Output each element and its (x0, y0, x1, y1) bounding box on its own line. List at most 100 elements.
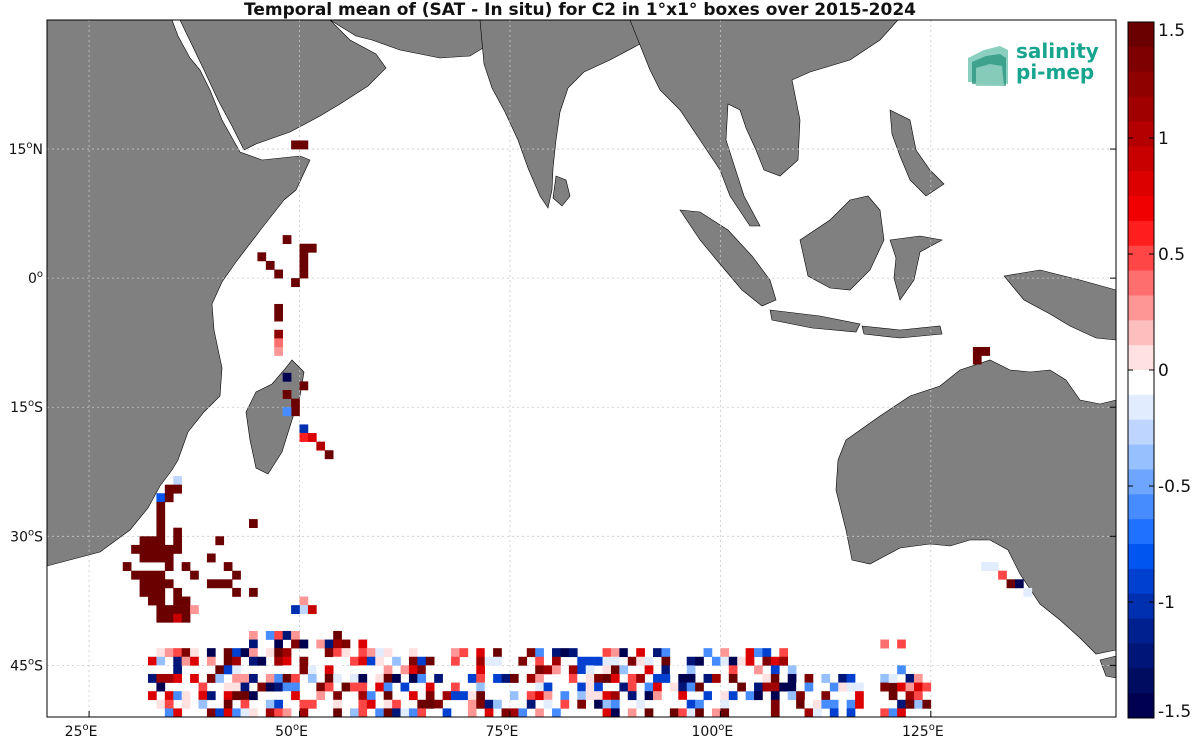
data-cell (198, 691, 208, 701)
new-guinea-land (1003, 269, 1116, 341)
data-cell (265, 699, 275, 709)
data-cell (173, 536, 182, 546)
data-cell (568, 665, 578, 675)
data-cell (299, 140, 309, 150)
data-cell (846, 708, 856, 717)
data-cell (274, 312, 283, 322)
data-cell (139, 544, 149, 554)
data-cell (173, 648, 182, 658)
data-cell (737, 682, 746, 692)
data-cell (720, 656, 730, 666)
data-cell (291, 407, 300, 417)
data-cell (493, 673, 502, 683)
data-cell (307, 605, 317, 615)
data-cell (535, 648, 544, 658)
data-cell (905, 699, 915, 709)
data-cell (585, 665, 595, 675)
data-cell (476, 699, 486, 709)
data-cell (291, 639, 300, 649)
data-cell (164, 691, 174, 701)
data-cell (324, 639, 334, 649)
data-cell (223, 682, 233, 692)
colorbar-swatch (1128, 693, 1154, 719)
colorbar-swatch (1128, 419, 1154, 446)
data-cell (905, 682, 915, 692)
data-cell (796, 699, 805, 709)
data-cell (1006, 579, 1016, 589)
data-cell (156, 579, 166, 589)
data-cell (291, 630, 300, 640)
data-cell (594, 682, 603, 692)
data-cell (156, 510, 166, 520)
data-cell (383, 708, 393, 717)
data-cell (173, 691, 182, 701)
data-cell (762, 656, 772, 666)
data-cell (232, 648, 241, 658)
data-cell (299, 252, 309, 262)
data-cell (779, 682, 789, 692)
data-cell (324, 450, 334, 460)
data-cell (400, 708, 410, 717)
data-cell (249, 691, 258, 701)
data-cell (779, 673, 789, 683)
data-cell (425, 682, 435, 692)
data-cell (215, 708, 225, 717)
data-cell (223, 665, 233, 675)
data-cell (307, 665, 317, 675)
data-cell (484, 648, 494, 658)
data-cell (577, 673, 587, 683)
colorbar-swatch (1128, 345, 1154, 371)
lat-tick-label: 30oS (10, 527, 43, 545)
data-cell (644, 708, 654, 717)
data-cell (156, 605, 166, 615)
data-cell (610, 673, 620, 683)
data-cell (627, 648, 637, 658)
data-cell (829, 699, 839, 709)
data-cell (720, 648, 730, 658)
data-cell (913, 673, 923, 683)
data-cell (324, 665, 334, 675)
data-cell (383, 699, 393, 709)
data-cell (181, 656, 191, 666)
data-cell (686, 699, 696, 709)
data-cell (274, 269, 283, 279)
data-cell (156, 665, 166, 675)
data-cell (156, 648, 166, 658)
data-cell (148, 570, 157, 580)
lat-tick-label: 15oS (10, 398, 43, 416)
data-cell (518, 656, 528, 666)
data-cell (560, 691, 570, 701)
data-cell (636, 656, 645, 666)
data-cell (627, 691, 637, 701)
data-cell (156, 682, 166, 692)
data-cell (164, 493, 174, 503)
data-cell (888, 673, 898, 683)
data-cell (897, 708, 906, 717)
data-cell (307, 433, 317, 442)
colorbar-label: -0.5 (1158, 477, 1191, 497)
data-cell (821, 673, 831, 683)
data-cell (299, 596, 309, 606)
data-cell (148, 536, 157, 546)
data-cell (812, 708, 822, 717)
data-cell (265, 648, 275, 658)
data-cell (240, 648, 250, 658)
data-cell (417, 656, 427, 666)
data-cell (804, 682, 814, 692)
lon-tick-label: 75oE (486, 722, 519, 740)
data-cell (451, 648, 460, 658)
data-cell (282, 656, 292, 666)
data-cell (493, 656, 502, 666)
colorbar-label: 0 (1158, 361, 1169, 381)
data-cell (316, 639, 326, 649)
data-cell (148, 656, 157, 666)
colorbar: 1.5 1 0.5 0 -0.5 -1 -1.5 (1127, 21, 1191, 722)
data-cell (602, 656, 612, 666)
lat-tick-label: 45oS (10, 656, 43, 674)
data-cell (206, 648, 216, 658)
data-cell (223, 656, 233, 666)
data-cell (181, 648, 191, 658)
data-cell (846, 682, 856, 692)
data-cell (913, 699, 923, 709)
data-cell (661, 665, 671, 675)
